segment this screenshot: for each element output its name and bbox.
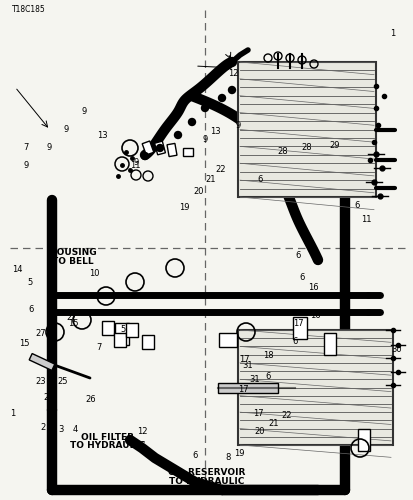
Text: 28: 28 [277, 146, 288, 156]
Text: T18C185: T18C185 [12, 4, 46, 14]
Text: 9: 9 [202, 134, 207, 143]
Bar [237, 62, 375, 197]
Circle shape [201, 104, 208, 112]
Text: 9: 9 [133, 158, 138, 167]
Text: 6: 6 [295, 250, 300, 260]
Text: 9: 9 [23, 160, 28, 170]
Text: 28: 28 [301, 144, 312, 152]
Bar [115, 323, 129, 345]
Bar [237, 330, 392, 445]
Text: 11: 11 [361, 216, 371, 224]
Text: 16: 16 [309, 310, 320, 320]
Text: 16: 16 [308, 282, 318, 292]
Text: TO BELL: TO BELL [52, 256, 93, 266]
Text: 27: 27 [66, 312, 76, 322]
Text: 13: 13 [97, 132, 108, 140]
Text: 12: 12 [137, 426, 147, 436]
Bar [114, 333, 126, 347]
Text: 6: 6 [299, 273, 304, 282]
Text: 13: 13 [209, 126, 220, 136]
Text: 1: 1 [10, 408, 15, 418]
Circle shape [156, 144, 163, 152]
Text: 31: 31 [249, 374, 260, 384]
Text: 19: 19 [233, 450, 244, 458]
Circle shape [188, 118, 195, 126]
Bar [323, 333, 335, 355]
Text: 5: 5 [121, 324, 126, 334]
Text: 26: 26 [85, 394, 96, 404]
Text: 17: 17 [238, 354, 249, 364]
Text: 8: 8 [225, 453, 230, 462]
Text: 4: 4 [73, 424, 78, 434]
Text: 19: 19 [179, 202, 190, 211]
Text: 25: 25 [57, 376, 68, 386]
Text: 15: 15 [68, 318, 79, 328]
Text: 6: 6 [292, 336, 297, 345]
Bar [29, 354, 55, 370]
Text: 6: 6 [29, 304, 34, 314]
Bar [218, 333, 236, 347]
Text: 14: 14 [12, 264, 23, 274]
Bar [166, 144, 176, 156]
Text: 15: 15 [19, 340, 30, 348]
Bar [142, 335, 154, 349]
Text: 20: 20 [253, 428, 264, 436]
Text: OIL FILTER: OIL FILTER [81, 433, 134, 442]
Text: 24: 24 [43, 394, 54, 402]
Bar [292, 317, 306, 339]
Text: 23: 23 [35, 376, 46, 386]
Text: HOUSING: HOUSING [48, 248, 96, 257]
Text: 9: 9 [235, 120, 240, 130]
Text: 6: 6 [265, 372, 270, 381]
Text: 6: 6 [192, 452, 197, 460]
Text: 3: 3 [59, 424, 64, 434]
Bar [102, 321, 114, 335]
Text: 9: 9 [46, 144, 51, 152]
Text: 17: 17 [237, 386, 248, 394]
Text: OIL RESERVOIR: OIL RESERVOIR [168, 468, 245, 477]
Text: 17: 17 [292, 320, 303, 328]
Text: 5: 5 [27, 278, 32, 287]
Text: 1: 1 [389, 30, 394, 38]
Text: 7: 7 [23, 144, 28, 152]
Text: 6: 6 [257, 176, 262, 184]
Bar [154, 141, 165, 155]
Text: 21: 21 [204, 176, 215, 184]
Text: 2: 2 [41, 424, 46, 432]
Text: TO HYDRAULIC: TO HYDRAULIC [169, 476, 244, 486]
Text: 17: 17 [252, 408, 263, 418]
Text: 31: 31 [242, 362, 252, 370]
Bar [126, 323, 138, 337]
Circle shape [228, 86, 235, 94]
Circle shape [174, 132, 181, 138]
Bar [142, 141, 154, 155]
Bar [357, 429, 369, 451]
Circle shape [218, 94, 225, 102]
Bar [218, 383, 277, 393]
Text: 18: 18 [262, 350, 273, 360]
Text: 29: 29 [328, 140, 339, 149]
Text: 12: 12 [228, 70, 238, 78]
Text: 20: 20 [193, 186, 204, 196]
Text: 22: 22 [215, 164, 226, 173]
Text: 11: 11 [130, 160, 141, 170]
Bar [183, 148, 192, 156]
Text: TO HYDRAULIC: TO HYDRAULIC [70, 442, 145, 450]
Text: 9: 9 [81, 106, 86, 116]
Circle shape [141, 152, 148, 160]
Text: 27: 27 [35, 328, 46, 338]
Text: 7: 7 [97, 342, 102, 351]
Text: 21: 21 [267, 418, 278, 428]
Text: 6: 6 [354, 200, 358, 209]
Text: 9: 9 [64, 126, 69, 134]
Text: 10: 10 [89, 270, 100, 278]
Text: 30: 30 [390, 344, 401, 354]
Text: 22: 22 [280, 410, 291, 420]
